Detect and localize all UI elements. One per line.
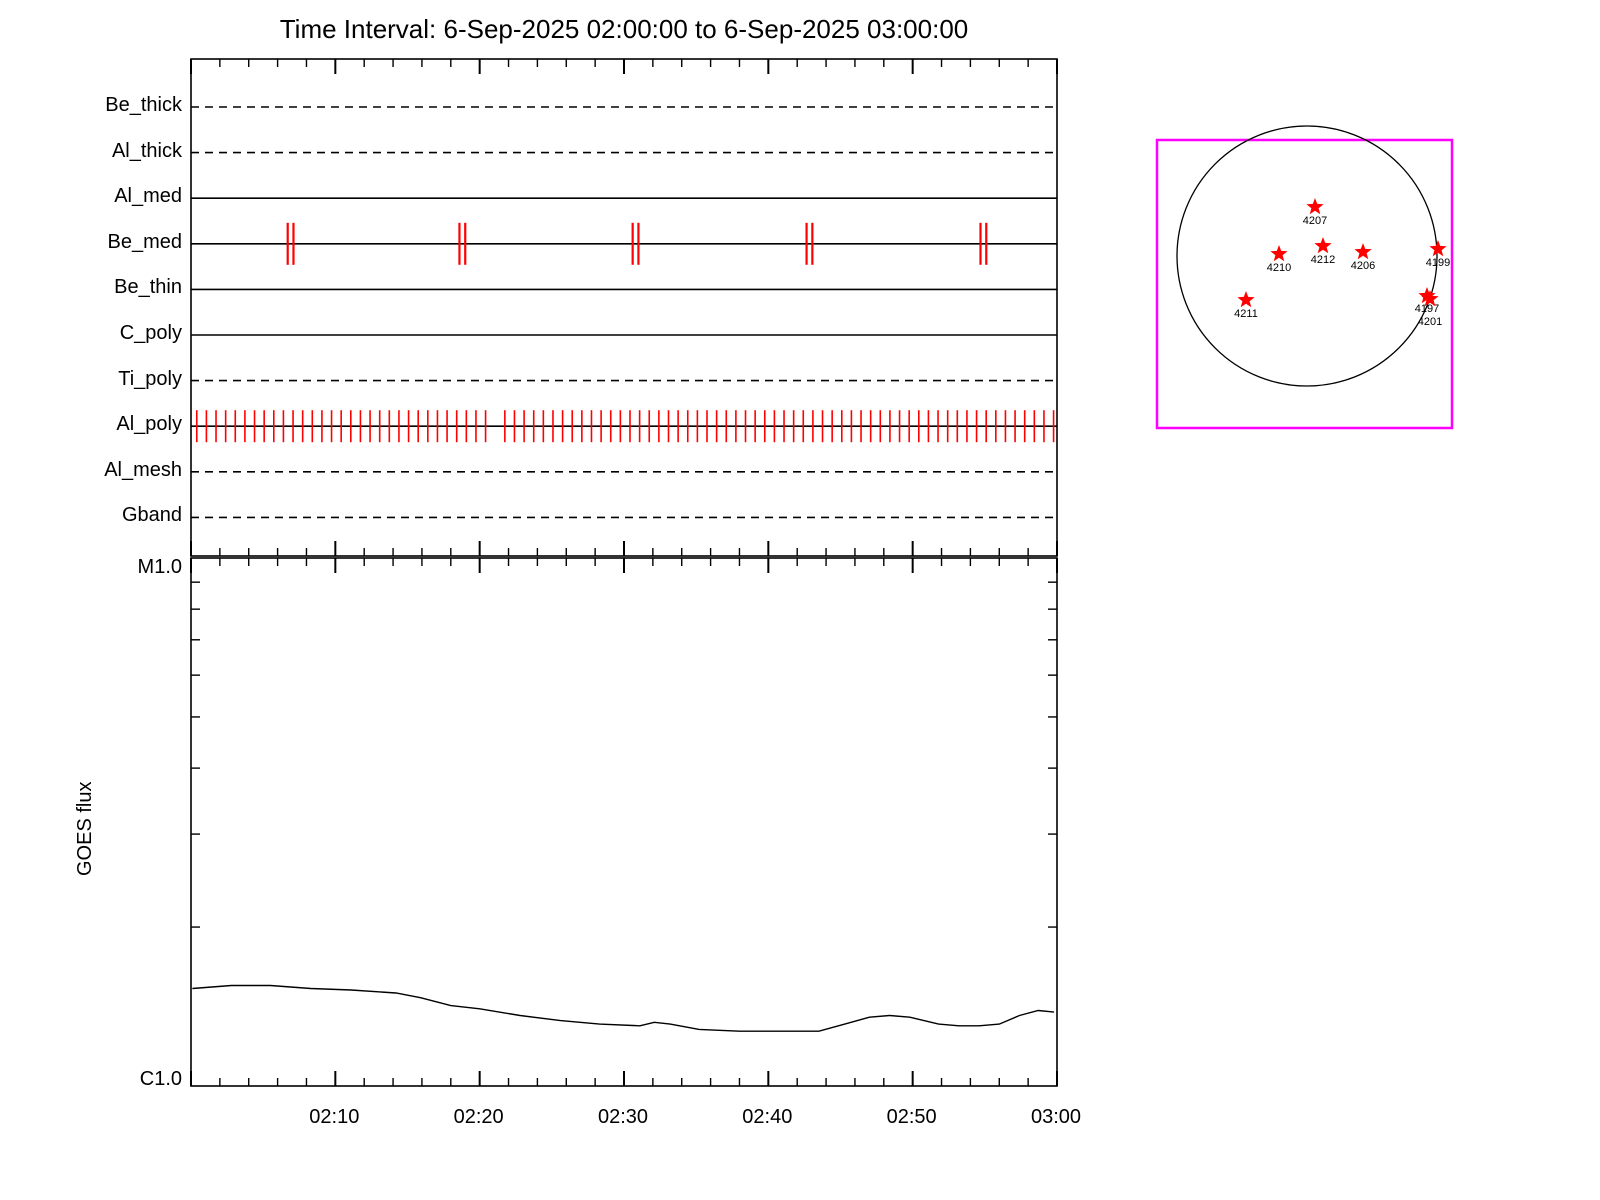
ar-star-4210 [1270, 245, 1288, 262]
goes-xtick-02:10: 02:10 [309, 1106, 360, 1128]
channel-label-Al_poly: Al_poly [116, 413, 182, 436]
fov-frame [1155, 138, 1454, 430]
channel-label-Gband: Gband [121, 504, 182, 527]
ar-label-4197: 4197 [1415, 303, 1439, 315]
ar-label-4211: 4211 [1234, 308, 1258, 320]
ar-label-4201: 4201 [1418, 316, 1442, 328]
ar-star-4199 [1429, 240, 1447, 257]
ar-star-4207 [1306, 198, 1324, 215]
goes-flux-chart [190, 557, 1058, 1087]
timeline-border [190, 58, 1058, 557]
ar-star-4211 [1237, 291, 1255, 308]
goes-ytick-top: M1.0 [137, 556, 182, 578]
channel-label-Be_thick: Be_thick [105, 94, 182, 116]
goes-ytick-bottom: C1.0 [139, 1068, 182, 1090]
ar-star-4201 [1421, 290, 1439, 307]
ar-label-4206: 4206 [1351, 260, 1375, 272]
goes-border [190, 557, 1058, 1087]
ar-star-4212 [1314, 237, 1332, 254]
goes-xtick-02:20: 02:20 [453, 1106, 504, 1128]
channel-label-Al_mesh: Al_mesh [104, 458, 182, 481]
ar-label-4212: 4212 [1311, 254, 1335, 266]
ar-star-4206 [1354, 243, 1372, 260]
goes-y-axis-title: GOES flux [74, 781, 96, 876]
channel-label-Be_thin: Be_thin [114, 276, 182, 299]
goes-xtick-02:40: 02:40 [742, 1106, 793, 1128]
channel-label-Ti_poly: Ti_poly [118, 367, 182, 390]
page-title: Time Interval: 6-Sep-2025 02:00:00 to 6-… [279, 14, 969, 44]
ar-label-4199: 4199 [1426, 257, 1450, 269]
filter-timeline-chart [190, 58, 1058, 557]
channel-label-C_poly: C_poly [119, 322, 182, 344]
solar-limb [1176, 125, 1438, 387]
goes-xtick-02:50: 02:50 [886, 1106, 937, 1128]
goes-xtick-02:30: 02:30 [597, 1106, 649, 1128]
channel-label-Al_med: Al_med [114, 185, 182, 208]
ar-label-4210: 4210 [1267, 262, 1291, 274]
channel-label-Al_thick: Al_thick [111, 139, 182, 162]
goes-flux-curve [192, 984, 1055, 1032]
ar-label-4207: 4207 [1303, 215, 1327, 227]
goes-xtick-03:00: 03:00 [1030, 1106, 1082, 1128]
channel-label-Be_med: Be_med [107, 230, 183, 253]
ar-star-4197 [1418, 287, 1436, 304]
